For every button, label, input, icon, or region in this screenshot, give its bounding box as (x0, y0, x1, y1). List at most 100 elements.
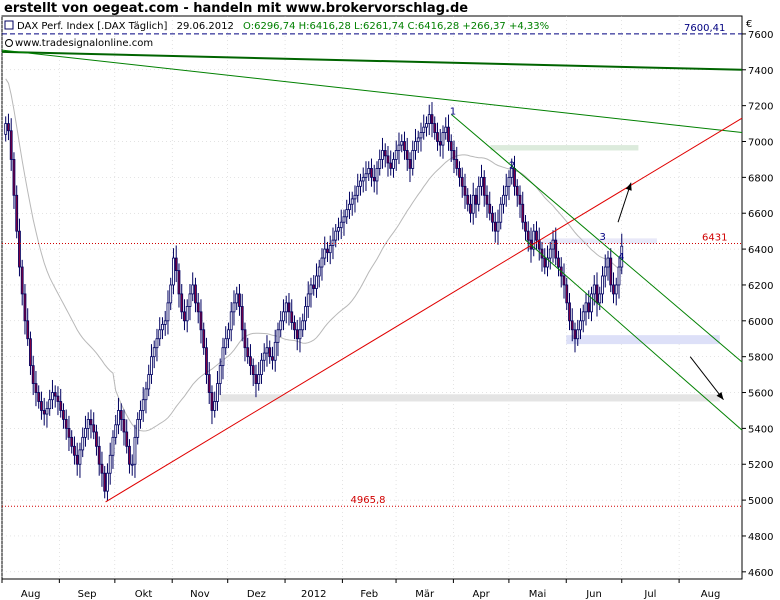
candle[interactable] (353, 194, 357, 200)
candle[interactable] (592, 284, 596, 295)
candle[interactable] (290, 311, 294, 324)
candle[interactable] (568, 302, 571, 322)
candle[interactable] (458, 168, 461, 178)
candle[interactable] (31, 365, 35, 384)
candle[interactable] (427, 114, 431, 124)
candle[interactable] (361, 176, 365, 182)
candle[interactable] (356, 185, 360, 196)
candle[interactable] (7, 123, 10, 132)
candle[interactable] (502, 194, 505, 205)
candle[interactable] (326, 248, 329, 254)
candle[interactable] (449, 141, 453, 151)
candle[interactable] (262, 352, 266, 361)
candle[interactable] (606, 257, 610, 268)
candle[interactable] (301, 320, 305, 331)
candle[interactable] (438, 141, 442, 146)
candle[interactable] (342, 216, 346, 223)
candle[interactable] (34, 383, 38, 393)
candle[interactable] (70, 436, 74, 447)
candle[interactable] (78, 449, 82, 465)
candle[interactable] (328, 245, 332, 254)
candle[interactable] (430, 114, 434, 124)
candle[interactable] (408, 159, 412, 169)
candle[interactable] (18, 230, 21, 268)
candle[interactable] (235, 293, 239, 304)
candle[interactable] (441, 132, 445, 146)
candle[interactable] (9, 130, 13, 160)
candle[interactable] (166, 302, 170, 322)
candle[interactable] (455, 159, 459, 169)
candle[interactable] (210, 392, 214, 411)
candle[interactable] (372, 176, 376, 182)
candle[interactable] (518, 194, 522, 205)
candle[interactable] (609, 257, 613, 286)
candle[interactable] (603, 266, 607, 277)
candle[interactable] (158, 329, 162, 340)
candle[interactable] (320, 257, 324, 268)
candle[interactable] (584, 302, 588, 313)
candle[interactable] (469, 203, 472, 214)
candle[interactable] (581, 311, 585, 322)
candle[interactable] (359, 180, 362, 187)
candle[interactable] (370, 168, 373, 178)
candle[interactable] (477, 185, 481, 205)
candle[interactable] (133, 436, 137, 465)
candle[interactable] (570, 320, 574, 331)
candle[interactable] (81, 436, 85, 451)
candle[interactable] (598, 293, 602, 304)
candle[interactable] (485, 194, 489, 205)
candle[interactable] (557, 257, 560, 268)
candle[interactable] (546, 257, 549, 268)
candle[interactable] (260, 359, 263, 375)
candle[interactable] (422, 126, 426, 133)
candle[interactable] (111, 436, 115, 456)
candle[interactable] (37, 392, 41, 402)
candle[interactable] (532, 230, 536, 250)
candle[interactable] (254, 374, 258, 384)
candle[interactable] (125, 431, 129, 447)
candle[interactable] (45, 408, 49, 415)
candle[interactable] (15, 194, 19, 232)
candle[interactable] (229, 311, 233, 331)
candle[interactable] (218, 365, 222, 384)
candle[interactable] (298, 329, 302, 340)
candle[interactable] (400, 141, 404, 146)
candle[interactable] (515, 185, 519, 196)
candle[interactable] (304, 306, 307, 322)
candle[interactable] (26, 320, 30, 340)
candle[interactable] (194, 284, 197, 304)
candle[interactable] (579, 320, 582, 331)
candle[interactable] (331, 239, 335, 246)
candle[interactable] (144, 388, 148, 401)
candle[interactable] (42, 410, 46, 415)
candle[interactable] (614, 284, 618, 295)
candle[interactable] (287, 302, 291, 313)
candle[interactable] (257, 374, 261, 384)
candle[interactable] (108, 454, 112, 474)
candle[interactable] (122, 419, 126, 433)
candle[interactable] (306, 293, 310, 307)
candle[interactable] (496, 221, 500, 232)
candle[interactable] (573, 329, 577, 340)
candle[interactable] (282, 311, 285, 322)
candle[interactable] (273, 341, 277, 361)
candle[interactable] (617, 266, 621, 286)
candle[interactable] (499, 203, 503, 223)
candle[interactable] (601, 275, 604, 295)
candle[interactable] (345, 209, 349, 218)
candle[interactable] (548, 248, 552, 259)
candle[interactable] (543, 257, 547, 268)
candle[interactable] (378, 159, 382, 169)
candle[interactable] (180, 293, 184, 313)
candle[interactable] (202, 329, 206, 349)
candle[interactable] (482, 176, 486, 196)
candle[interactable] (425, 123, 428, 128)
candle[interactable] (150, 356, 153, 375)
candle[interactable] (386, 155, 390, 164)
candle[interactable] (526, 230, 530, 241)
candle[interactable] (199, 311, 203, 331)
candle[interactable] (92, 424, 96, 433)
candle[interactable] (40, 401, 43, 411)
candle[interactable] (364, 173, 368, 178)
candle[interactable] (4, 123, 8, 135)
